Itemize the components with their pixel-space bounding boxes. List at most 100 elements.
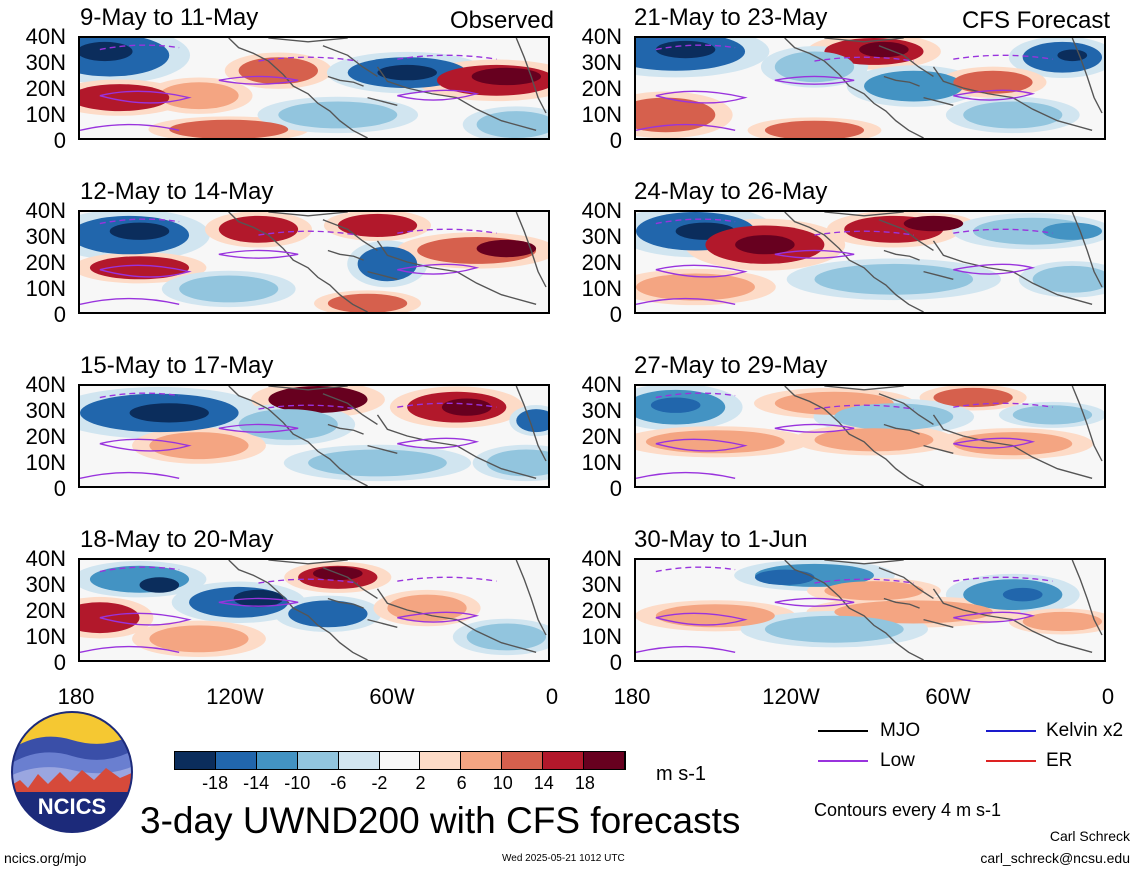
- low-contour-negative: [814, 230, 914, 236]
- low-contour-positive: [636, 123, 736, 131]
- coastline: [515, 386, 547, 462]
- lat-label-right: 30N: [581, 50, 622, 75]
- low-contour-negative: [953, 54, 1053, 60]
- anomaly-blob: [327, 293, 408, 312]
- coastline: [515, 560, 547, 636]
- forecast-label: CFS Forecast: [961, 7, 1110, 34]
- lat-label-right: 0: [609, 476, 622, 501]
- lat-label-left: 0: [53, 128, 66, 153]
- colorbar-tick-label: -14: [243, 773, 270, 793]
- lon-label-60w-left: 60W: [369, 684, 415, 709]
- coastline: [932, 414, 1093, 479]
- anomaly-field: [636, 38, 1104, 138]
- low-contour-positive: [774, 597, 855, 607]
- lat-label-left: 20N: [25, 424, 66, 449]
- low-contour-negative: [814, 578, 914, 584]
- coastline: [883, 75, 920, 87]
- anomaly-blob: [636, 273, 755, 301]
- map-panel-5: [634, 36, 1106, 140]
- coastline: [327, 249, 364, 261]
- lon-label-0-left: 0: [545, 684, 559, 709]
- lat-label-right: 0: [609, 302, 622, 327]
- lat-label-left: 30N: [25, 572, 66, 597]
- anomaly-blob: [655, 604, 775, 628]
- map-panel-4: [78, 558, 550, 662]
- anomaly-blob: [636, 97, 716, 133]
- panel-title-3: 15-May to 17-May: [80, 352, 274, 379]
- lat-label-left: 40N: [25, 198, 66, 223]
- anomaly-field: [636, 212, 1104, 312]
- low-contour-positive: [80, 297, 180, 305]
- anomaly-blob: [764, 120, 865, 138]
- low-contour-negative: [397, 54, 497, 60]
- anomaly-blob: [80, 602, 140, 634]
- low-contour-positive: [99, 612, 192, 626]
- lat-label-right: 40N: [581, 24, 622, 49]
- colorbar-tick-label: 14: [533, 773, 554, 793]
- coastline: [322, 45, 378, 78]
- coastline: [322, 219, 378, 252]
- footer-timestamp: Wed 2025-05-21 1012 UTC: [502, 853, 625, 864]
- lat-label-left: 0: [53, 650, 66, 675]
- low-contour-negative: [953, 576, 1053, 582]
- coastline: [784, 38, 924, 138]
- coastline: [878, 567, 934, 600]
- anomaly-blob: [129, 403, 209, 423]
- footer-email[interactable]: carl_schreck@ncsu.edu: [980, 850, 1130, 866]
- lat-label-left: 40N: [25, 24, 66, 49]
- anomaly-field: [80, 386, 548, 486]
- low-contour-negative: [99, 218, 180, 225]
- lat-label-left: 10N: [25, 450, 66, 475]
- coastline: [268, 212, 348, 217]
- anomaly-blob: [466, 623, 547, 651]
- anomaly-blob: [1042, 222, 1103, 240]
- logo-text: NCICS: [38, 794, 106, 819]
- anomaly-blob: [1057, 49, 1088, 62]
- lat-label-left: 30N: [25, 50, 66, 75]
- anomaly-blob: [814, 428, 934, 452]
- coastline: [1071, 38, 1103, 114]
- coastline: [824, 38, 904, 43]
- lat-label-right: 30N: [581, 572, 622, 597]
- anomaly-blob: [357, 246, 418, 282]
- lat-label-left: 20N: [25, 76, 66, 101]
- anomaly-blob: [471, 67, 542, 86]
- lat-label-left: 30N: [25, 398, 66, 423]
- colorbar-tick-label: 10: [492, 773, 513, 793]
- colorbar-tick-label: -6: [330, 773, 347, 793]
- lat-label-right: 40N: [581, 546, 622, 571]
- low-contour-positive: [80, 123, 180, 131]
- low-contour-negative: [814, 404, 914, 410]
- low-contour-positive: [655, 264, 748, 278]
- anomaly-blob: [109, 222, 170, 240]
- anomaly-blob: [764, 615, 904, 643]
- colorbar-tick-label: 2: [415, 773, 426, 793]
- colorbar-swatch: [502, 752, 544, 769]
- anomaly-blob: [337, 213, 418, 237]
- lon-label-120w-left: 120W: [206, 684, 264, 709]
- legend-line-kelvin: [986, 730, 1036, 732]
- coastline: [322, 393, 378, 426]
- lat-label-right: 20N: [581, 424, 622, 449]
- lat-label-right: 40N: [581, 372, 622, 397]
- coastline: [322, 567, 378, 600]
- low-contour-positive: [655, 438, 748, 452]
- coastline: [784, 386, 924, 486]
- low-contour-negative: [258, 56, 358, 62]
- map-panel-6: [634, 210, 1106, 314]
- low-contour-positive: [218, 249, 299, 259]
- low-contour-positive: [80, 471, 180, 479]
- coastline: [878, 45, 934, 78]
- colorbar-swatch: [584, 752, 625, 769]
- low-contour-positive: [636, 471, 736, 479]
- low-contour-negative: [397, 402, 497, 408]
- low-contour-negative: [953, 228, 1053, 234]
- lat-label-right: 30N: [581, 398, 622, 423]
- anomaly-blob: [824, 581, 924, 601]
- low-contour-positive: [218, 75, 299, 85]
- colorbar-tick-label: -18: [202, 773, 229, 793]
- low-contour-negative: [655, 392, 736, 399]
- footer-url[interactable]: ncics.org/mjo: [4, 850, 87, 866]
- map-panel-7: [634, 384, 1106, 488]
- low-contour-negative: [99, 44, 180, 51]
